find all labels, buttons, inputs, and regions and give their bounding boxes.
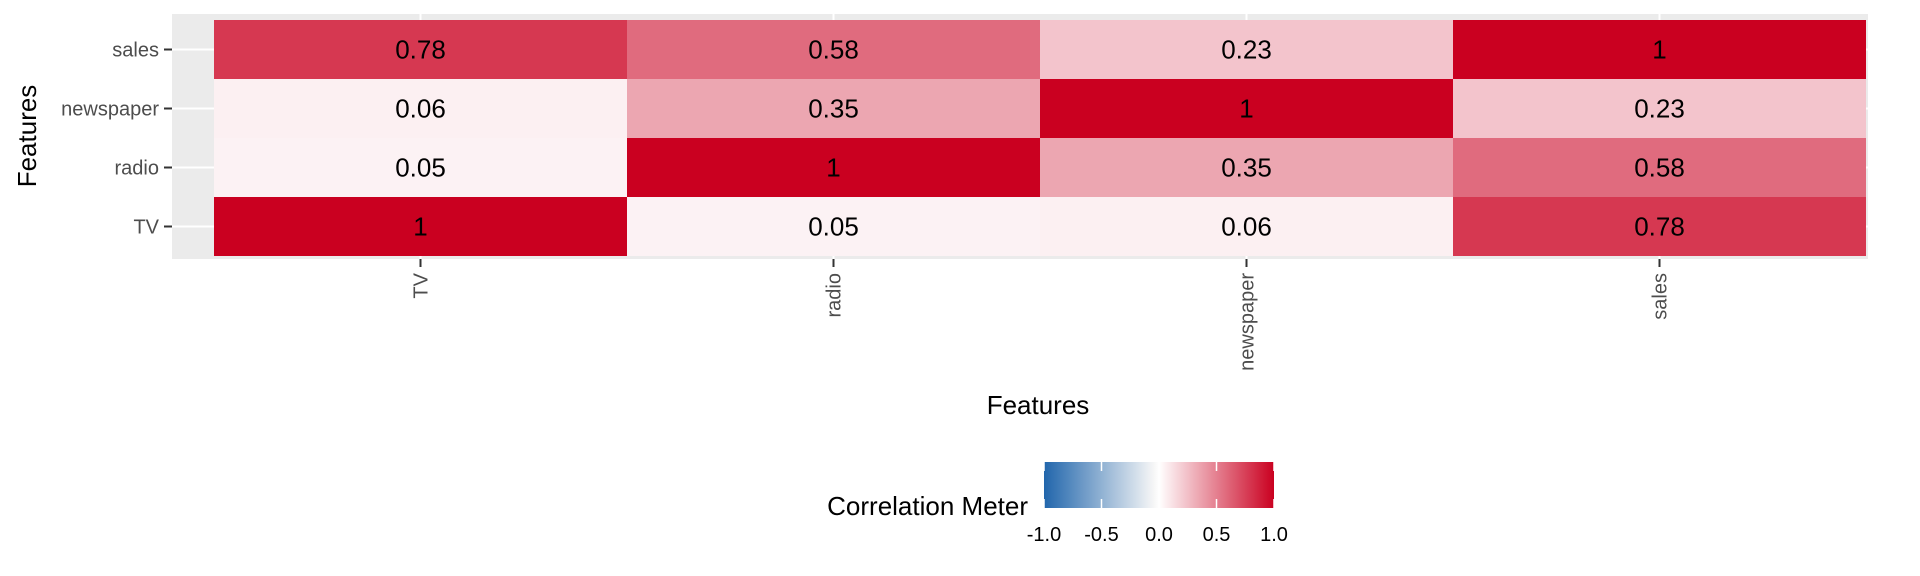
x-axis: TV radio newspaper sales <box>411 259 1672 371</box>
legend-tick-label: -0.5 <box>1084 524 1118 546</box>
heatmap-cell <box>1453 138 1866 197</box>
heatmap-cell <box>214 138 627 197</box>
y-tick-label: newspaper <box>61 99 159 121</box>
legend: Correlation Meter -1.0 -0.5 0.0 0.5 1.0 <box>827 462 1288 546</box>
cell-value-label: 1 <box>413 212 427 242</box>
heatmap-cell <box>1453 20 1866 79</box>
heatmap-cell <box>1040 138 1453 197</box>
y-tick-label: radio <box>115 158 159 180</box>
heatmap-cell <box>1040 20 1453 79</box>
cell-value-label: 0.06 <box>1221 212 1272 242</box>
heatmap-cell <box>214 79 627 138</box>
heatmap-cell <box>1453 197 1866 256</box>
cell-value-label: 0.06 <box>395 94 446 124</box>
cell-value-label: 0.35 <box>1221 153 1272 183</box>
legend-tick-label: 1.0 <box>1260 524 1288 546</box>
x-tick-label: radio <box>824 273 846 317</box>
cell-value-label: 1 <box>1652 35 1666 65</box>
heatmap-cell <box>627 20 1040 79</box>
legend-title: Correlation Meter <box>827 491 1028 521</box>
x-tick-label: sales <box>1650 273 1672 320</box>
heatmap-cell <box>214 197 627 256</box>
x-tick-label: TV <box>411 272 433 298</box>
cell-value-label: 0.05 <box>395 153 446 183</box>
cell-value-label: 1 <box>1239 94 1253 124</box>
cell-value-label: 0.58 <box>808 35 859 65</box>
heatmap-cell <box>627 79 1040 138</box>
cell-value-label: 0.05 <box>808 212 859 242</box>
heatmap-cell <box>1453 79 1866 138</box>
cell-value-label: 0.23 <box>1634 94 1685 124</box>
heatmap-cell <box>627 197 1040 256</box>
heatmap-cell <box>214 20 627 79</box>
legend-tick-label: 0.0 <box>1145 524 1173 546</box>
cells-layer: 1 0.05 0.06 0.78 0.05 1 0.35 0.58 0.06 0.35 1 0.23 0… <box>214 20 1866 256</box>
cell-value-label: 0.35 <box>808 94 859 124</box>
heatmap-cell <box>1040 197 1453 256</box>
x-tick-label: newspaper <box>1237 273 1259 371</box>
cell-value-label: 0.58 <box>1634 153 1685 183</box>
y-tick-label: TV <box>133 217 159 239</box>
y-axis: TV radio newspaper sales <box>61 40 172 239</box>
cell-value-label: 1 <box>826 153 840 183</box>
cell-value-label: 0.78 <box>1634 212 1685 242</box>
cell-value-label: 0.23 <box>1221 35 1272 65</box>
y-tick-label: sales <box>112 40 159 62</box>
legend-ticks: -1.0 -0.5 0.0 0.5 1.0 <box>1027 462 1288 546</box>
legend-tick-label: -1.0 <box>1027 524 1061 546</box>
heatmap-cell <box>1040 79 1453 138</box>
x-axis-title: Features <box>987 390 1090 420</box>
y-axis-title: Features <box>12 85 42 188</box>
cell-value-label: 0.78 <box>395 35 446 65</box>
heatmap-cell <box>627 138 1040 197</box>
legend-tick-label: 0.5 <box>1203 524 1231 546</box>
